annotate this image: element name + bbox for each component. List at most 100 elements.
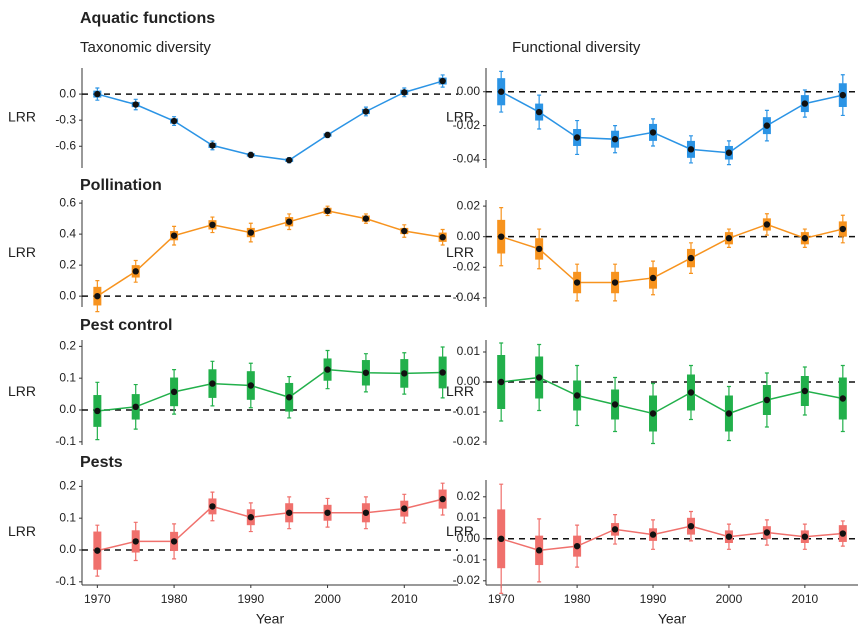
x-axis-label: Year bbox=[658, 611, 687, 627]
y-tick-label: 0.00 bbox=[457, 229, 481, 243]
y-tick-label: 0.1 bbox=[59, 370, 76, 384]
y-tick-label: 0.0 bbox=[59, 542, 76, 556]
point bbox=[725, 235, 733, 242]
panel-subtitle: Taxonomic diversity bbox=[80, 39, 211, 56]
point bbox=[132, 268, 139, 275]
series-line bbox=[500, 525, 843, 552]
y-tick-label: -0.1 bbox=[55, 574, 76, 588]
point bbox=[209, 503, 216, 510]
y-tick-label: -0.02 bbox=[453, 434, 481, 448]
point bbox=[839, 225, 847, 233]
point bbox=[687, 146, 695, 153]
y-tick-label: 0.02 bbox=[457, 198, 481, 212]
series-line bbox=[97, 80, 443, 161]
point bbox=[687, 254, 695, 262]
point bbox=[611, 135, 619, 143]
point bbox=[401, 89, 408, 96]
point bbox=[573, 279, 581, 286]
point bbox=[801, 533, 809, 540]
panel-title: Aquatic functions bbox=[80, 10, 215, 27]
panel-title: Pest control bbox=[80, 317, 172, 334]
y-tick-label: -0.1 bbox=[55, 434, 76, 448]
series-line bbox=[96, 210, 443, 297]
point bbox=[611, 526, 619, 533]
y-tick-label: 0.01 bbox=[457, 510, 481, 524]
y-tick-label: 0.01 bbox=[457, 344, 481, 358]
y-axis-label: LRR bbox=[8, 523, 36, 539]
y-axis-label: LRR bbox=[8, 383, 36, 399]
point bbox=[362, 215, 370, 222]
point bbox=[401, 227, 408, 235]
y-tick-label: 0.00 bbox=[457, 531, 481, 545]
y-axis-label: LRR bbox=[446, 109, 474, 125]
point bbox=[725, 533, 733, 540]
y-tick-label: 0.02 bbox=[457, 489, 481, 503]
y-tick-label: 0.2 bbox=[59, 257, 76, 271]
y-axis-label: LRR bbox=[446, 523, 474, 539]
y-tick-label: 0.0 bbox=[59, 86, 76, 100]
point bbox=[611, 279, 619, 286]
point bbox=[247, 151, 255, 159]
y-tick-label: 0.1 bbox=[59, 510, 76, 524]
y-tick-label: -0.02 bbox=[453, 259, 481, 273]
point bbox=[94, 292, 101, 300]
panel-title: Pests bbox=[80, 454, 123, 471]
point bbox=[362, 108, 370, 115]
point bbox=[209, 142, 216, 149]
point bbox=[535, 547, 543, 554]
y-axis-label: LRR bbox=[8, 109, 36, 125]
series-line bbox=[501, 376, 843, 415]
y-tick-label: 0.00 bbox=[457, 84, 481, 98]
point bbox=[725, 149, 733, 156]
y-tick-label: -0.04 bbox=[453, 152, 481, 166]
point bbox=[497, 378, 505, 386]
y-tick-label: 0.2 bbox=[59, 479, 76, 493]
point bbox=[285, 156, 293, 164]
point bbox=[763, 396, 771, 404]
x-tick-label: 1990 bbox=[640, 592, 667, 606]
point bbox=[170, 117, 178, 125]
point bbox=[649, 531, 657, 538]
y-axis-label: LRR bbox=[446, 244, 474, 260]
point bbox=[324, 509, 331, 516]
point bbox=[362, 509, 370, 516]
point bbox=[535, 374, 543, 381]
point bbox=[649, 129, 657, 136]
point bbox=[497, 535, 505, 542]
point bbox=[132, 538, 139, 545]
point bbox=[439, 77, 446, 85]
y-tick-label: 0.0 bbox=[59, 288, 76, 302]
panel-subtitle: Functional diversity bbox=[512, 39, 641, 56]
y-tick-label: -0.01 bbox=[453, 552, 481, 566]
point bbox=[687, 523, 695, 530]
y-tick-label: 0.4 bbox=[59, 226, 76, 240]
point bbox=[247, 514, 255, 521]
point bbox=[170, 388, 178, 396]
point bbox=[801, 235, 809, 242]
point bbox=[535, 245, 543, 253]
y-tick-label: -0.01 bbox=[453, 404, 481, 418]
y-tick-label: 0.00 bbox=[457, 374, 481, 388]
point bbox=[132, 101, 139, 108]
point bbox=[573, 392, 581, 399]
point bbox=[401, 370, 408, 377]
point bbox=[649, 410, 657, 417]
point bbox=[94, 90, 101, 98]
point bbox=[439, 369, 446, 376]
x-tick-label: 2000 bbox=[716, 592, 743, 606]
series-line bbox=[97, 368, 443, 412]
point bbox=[611, 401, 619, 408]
point bbox=[763, 122, 771, 129]
y-tick-label: -0.04 bbox=[453, 290, 481, 304]
panel-title: Pollination bbox=[80, 177, 162, 194]
point bbox=[439, 495, 446, 503]
point bbox=[170, 232, 178, 239]
point bbox=[209, 380, 216, 387]
series-line bbox=[500, 91, 843, 154]
y-tick-label: 0.0 bbox=[59, 402, 76, 416]
series-line bbox=[97, 498, 443, 552]
point bbox=[247, 382, 255, 389]
point bbox=[324, 366, 331, 373]
